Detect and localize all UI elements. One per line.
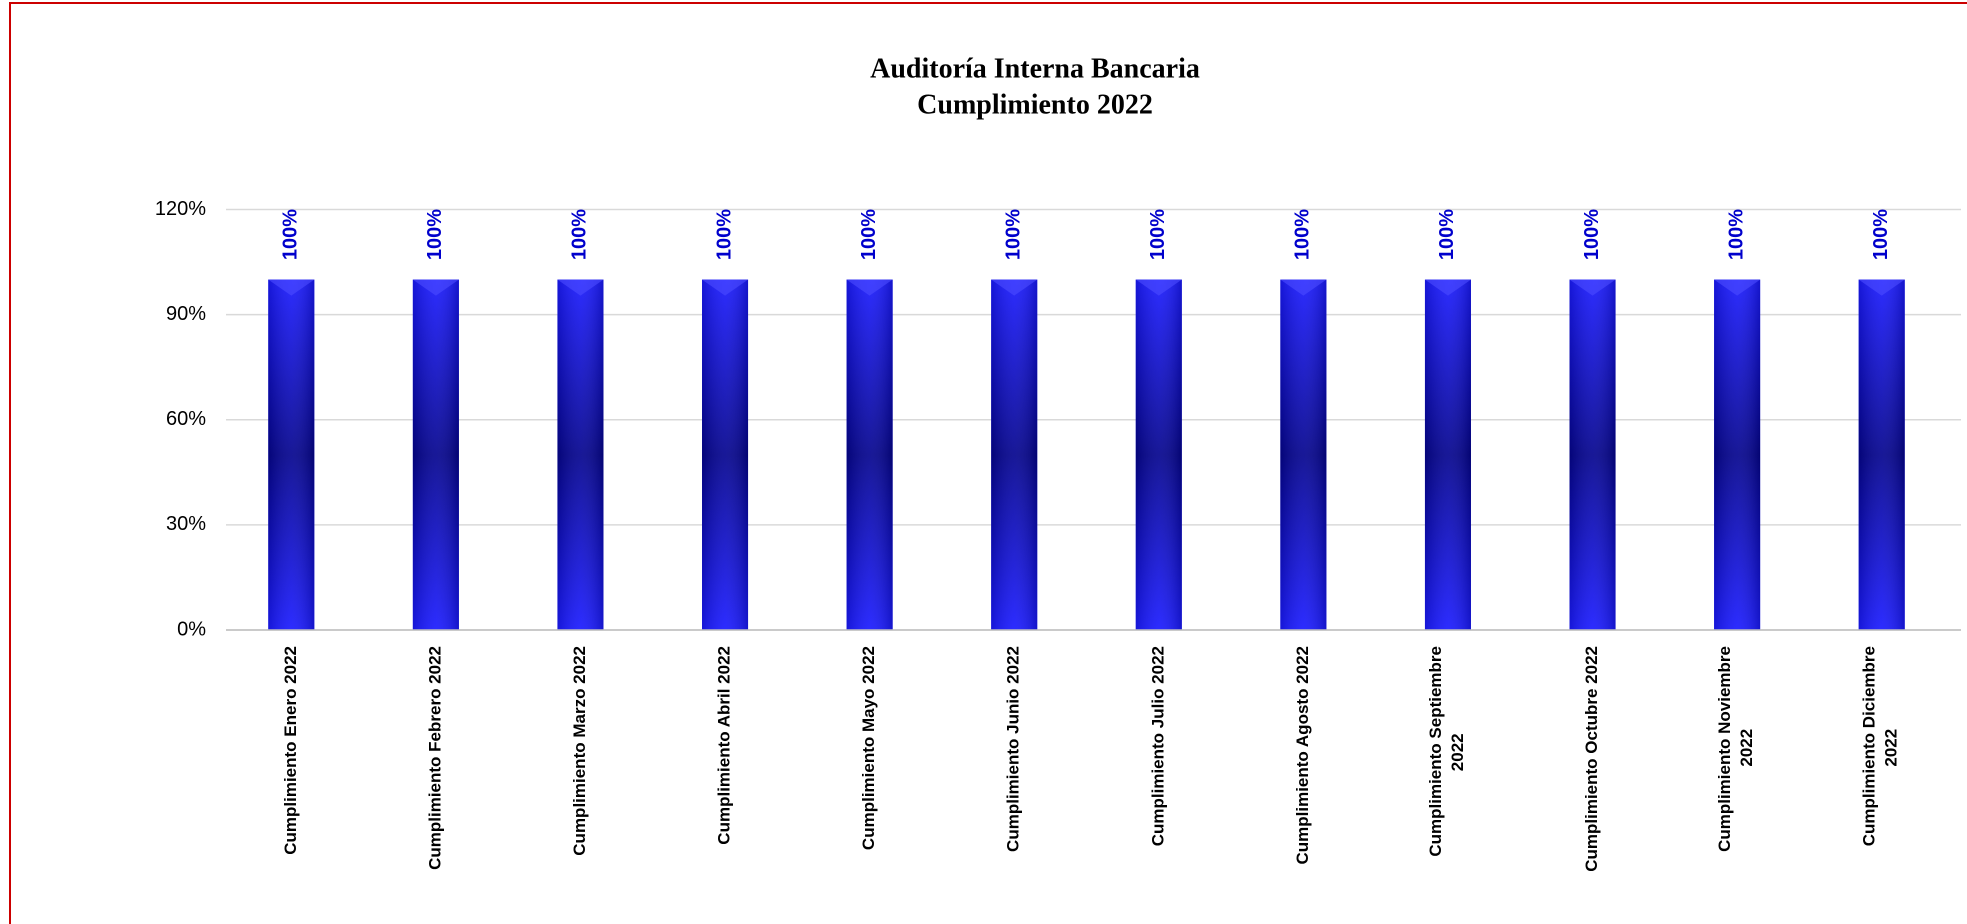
x-tick-label: Cumplimiento Mayo 2022 — [859, 646, 878, 850]
value-label: 100% — [1725, 209, 1747, 260]
value-label: 100% — [858, 209, 880, 260]
x-tick-label-line: Cumplimiento Noviembre — [1716, 646, 1735, 852]
bar-bevel — [412, 279, 459, 296]
x-tick-label-line: 2022 — [1882, 729, 1901, 767]
x-tick-label-line: Cumplimiento Diciembre — [1860, 646, 1879, 846]
bar-bevel — [1714, 279, 1761, 296]
value-label: 100% — [1002, 209, 1024, 260]
x-tick-label: Cumplimiento Diciembre 2022 — [1860, 646, 1901, 846]
x-tick-label: Cumplimiento Enero 2022 — [281, 646, 300, 855]
bar-shade — [412, 279, 459, 630]
bar-shade — [846, 279, 893, 630]
chart-subtitle: Cumplimiento 2022 — [917, 89, 1153, 120]
value-label: 100% — [1870, 209, 1892, 260]
bar-shade — [702, 279, 749, 630]
bar-shade — [1424, 279, 1471, 630]
bar-shade — [1280, 279, 1327, 630]
y-tick-label: 90% — [166, 303, 206, 325]
bar-bevel — [1135, 279, 1182, 296]
bar-shade — [1858, 279, 1905, 630]
bar-bevel — [268, 279, 315, 296]
y-tick-label: 0% — [177, 618, 206, 640]
bar-bevel — [1280, 279, 1327, 296]
value-label: 100% — [569, 209, 591, 260]
bar-bevel — [1424, 279, 1471, 296]
value-label: 100% — [424, 209, 446, 260]
value-label: 100% — [1581, 209, 1603, 260]
chart-title: Auditoría Interna Bancaria — [870, 53, 1200, 84]
x-tick-label-line: 2022 — [1448, 733, 1467, 771]
x-tick-label: Cumplimiento Agosto 2022 — [1293, 646, 1312, 865]
bar-shade — [1135, 279, 1182, 630]
y-tick-label: 30% — [166, 513, 206, 535]
bar-shade — [991, 279, 1038, 630]
bar-bevel — [1858, 279, 1905, 296]
x-tick-label: Cumplimiento Abril 2022 — [715, 646, 734, 845]
x-tick-label-line: Cumplimiento Septiembre — [1426, 646, 1445, 857]
bar-shade — [557, 279, 604, 630]
bar-bevel — [846, 279, 893, 296]
value-label: 100% — [1436, 209, 1458, 260]
chart-frame — [9, 2, 1967, 924]
y-tick-label: 60% — [166, 408, 206, 430]
x-tick-label: Cumplimiento Septiembre 2022 — [1426, 646, 1467, 857]
value-label: 100% — [1292, 209, 1314, 260]
x-tick-label: Cumplimiento Octubre 2022 — [1582, 646, 1601, 872]
bar-bevel — [991, 279, 1038, 296]
value-label: 100% — [713, 209, 735, 260]
value-label: 100% — [280, 209, 302, 260]
bar-shade — [1714, 279, 1761, 630]
x-tick-label: Cumplimiento Noviembre 2022 — [1716, 646, 1757, 852]
x-tick-label: Cumplimiento Junio 2022 — [1004, 646, 1023, 852]
bar-bevel — [557, 279, 604, 296]
value-label: 100% — [1147, 209, 1169, 260]
y-tick-label: 120% — [155, 198, 206, 220]
bar-shade — [1569, 279, 1616, 630]
bar-shade — [268, 279, 315, 630]
bar-bevel — [702, 279, 749, 296]
bar-bevel — [1569, 279, 1616, 296]
x-tick-label: Cumplimiento Julio 2022 — [1148, 646, 1167, 846]
x-tick-label-line: 2022 — [1738, 729, 1757, 767]
x-tick-label: Cumplimiento Marzo 2022 — [570, 646, 589, 856]
x-tick-label: Cumplimiento Febrero 2022 — [425, 646, 444, 870]
